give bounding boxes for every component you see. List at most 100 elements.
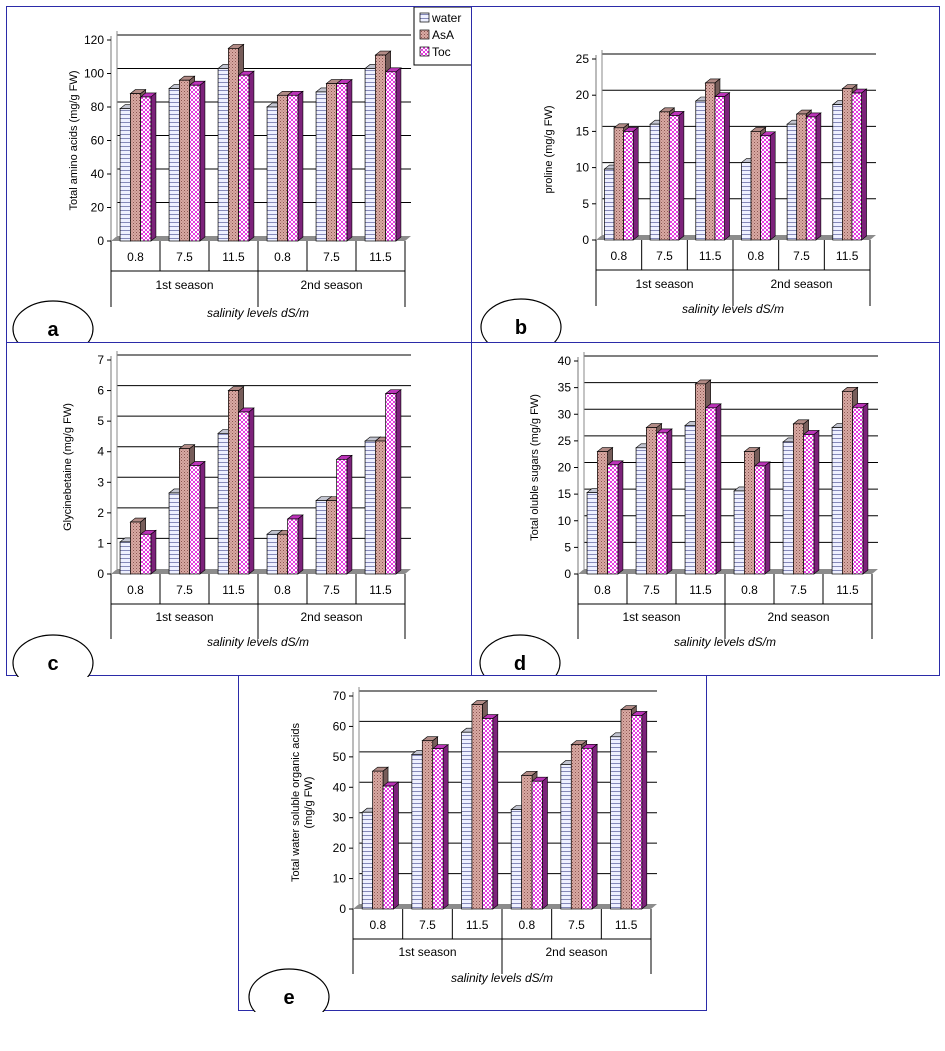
y-tick-label-e-5: 50 [333,750,347,764]
bar-a-toc-3 [286,90,304,242]
y-tick-label-c-5: 5 [97,414,104,428]
y-tick-label-d-3: 15 [558,487,572,501]
x-tick-label-d-4: 7.5 [790,583,807,597]
y-tick-label-e-1: 10 [333,872,347,886]
y-axis-label-c: Glycinebetaine (mg/g FW) [62,403,74,531]
bar-b-toc-3 [759,131,777,241]
y-tick-label-b-5: 25 [576,52,590,66]
y-tick-label-a-4: 80 [91,100,105,114]
y-tick-label-d-6: 30 [558,407,572,421]
bar-d-toc-4 [802,429,820,575]
x-tick-label-b-2: 11.5 [699,249,722,263]
x-tick-label-d-3: 0.8 [741,583,758,597]
legend-swatch-asa [419,29,430,40]
bar-d-toc-1 [655,428,673,575]
y-tick-label-a-1: 20 [91,201,105,215]
bar-b-toc-4 [805,112,822,241]
bar-e-toc-2 [481,713,499,910]
y-axis-label-line2-e: (mg/g FW) [303,777,315,829]
panel-letter-a: a [47,319,59,341]
bar-c-toc-1 [188,460,206,575]
x-tick-label-b-5: 11.5 [836,249,859,263]
x-tick-label-a-1: 7.5 [176,250,193,264]
legend-swatch-water [419,12,430,23]
bar-b-toc-2 [714,92,731,241]
bar-a-toc-1 [188,80,206,242]
bar-c-toc-5 [384,389,402,575]
bar-e-toc-5 [630,710,648,910]
panel-a: 0 20 40 60 80 100 120 Total amino acids (mg/g F… [6,6,473,344]
y-tick-label-d-2: 10 [558,514,572,528]
y-tick-label-c-4: 4 [97,445,104,459]
x-tick-label-b-1: 7.5 [656,249,673,263]
y-axis-label-d: Total oluble sugars (mg/g FW) [529,394,541,541]
x-axis-label-d: salinity levels dS/m [674,635,776,649]
x-tick-label-c-3: 0.8 [274,583,291,597]
y-tick-label-c-1: 1 [97,536,104,550]
group-label-c-0: 1st season [155,610,213,624]
x-tick-label-a-4: 7.5 [323,250,340,264]
legend-label-water: water [431,11,461,25]
y-tick-label-b-3: 15 [576,124,590,138]
x-tick-label-b-0: 0.8 [610,249,627,263]
bar-b-toc-0 [622,126,640,241]
y-tick-label-d-5: 25 [558,434,572,448]
y-tick-label-e-3: 30 [333,811,347,825]
x-axis-label-e: salinity levels dS/m [451,971,553,985]
group-label-c-1: 2nd season [300,610,362,624]
x-tick-label-c-1: 7.5 [176,583,193,597]
y-tick-label-d-0: 0 [564,567,571,581]
x-tick-label-a-2: 11.5 [222,250,245,264]
x-tick-label-d-0: 0.8 [594,583,611,597]
y-tick-label-e-6: 60 [333,719,347,733]
bar-e-toc-3 [531,776,549,910]
y-tick-label-c-3: 3 [97,475,104,489]
legend-label-toc: Toc [432,45,451,59]
panel-b: 0 5 10 15 20 25 proline (mg/g FW) 0.8 7.5 11.5 0.8… [471,6,940,344]
y-axis-label-a: Total amino acids (mg/g FW) [68,71,80,211]
bar-b-toc-1 [668,110,685,241]
x-tick-label-e-2: 11.5 [466,918,489,932]
x-tick-label-b-4: 7.5 [793,249,810,263]
y-tick-label-b-0: 0 [582,233,589,247]
legend-swatch-toc [419,46,430,57]
panel-d: 0 5 10 15 20 25 30 35 40 Total oluble sugars (mg/… [471,342,940,677]
chart-a: 0 20 40 60 80 100 120 Total amino acids (mg/g F… [12,7,473,344]
bar-c-toc-2 [237,407,255,575]
x-tick-label-e-0: 0.8 [369,918,386,932]
x-axis-label-c: salinity levels dS/m [207,635,309,649]
bar-a-toc-0 [139,92,157,242]
group-label-b-1: 2nd season [770,277,832,291]
panel-letter-b: b [515,317,527,339]
bar-e-toc-1 [431,744,450,910]
bar-c-toc-4 [335,454,353,575]
y-tick-label-e-2: 20 [333,841,347,855]
chart-b: 0 5 10 15 20 25 proline (mg/g FW) 0.8 7.5 11.5 0.8… [480,50,876,344]
x-tick-label-b-3: 0.8 [747,249,764,263]
y-tick-label-a-0: 0 [97,234,104,248]
panel-letter-ellipse-c [12,634,94,677]
bar-b-toc-5 [851,88,868,241]
bar-d-toc-3 [753,461,771,575]
bar-a-toc-5 [384,67,402,242]
chart-e: 0 10 20 30 40 50 60 70 Total water soluble organ… [248,687,657,1012]
chart-c: 0 1 2 3 4 5 6 7 Glycinebetaine (mg/g FW) 0.8 7.5 11… [12,351,411,677]
y-tick-label-a-2: 40 [91,167,105,181]
y-tick-label-a-6: 120 [84,33,104,47]
x-tick-label-a-3: 0.8 [274,250,291,264]
bar-c-toc-0 [139,529,157,575]
x-tick-label-d-1: 7.5 [643,583,660,597]
panel-letter-d: d [514,653,526,675]
y-tick-label-c-6: 6 [97,384,104,398]
y-axis-label-line1-e: Total water soluble organic acids [290,723,302,882]
x-tick-label-e-4: 7.5 [568,918,585,932]
y-tick-label-a-5: 100 [84,67,104,81]
x-axis-label-a: salinity levels dS/m [207,306,309,320]
x-tick-label-c-4: 7.5 [323,583,340,597]
y-axis-label-e: Total water soluble organic acids(mg/g F… [290,723,315,882]
group-label-d-0: 1st season [622,610,680,624]
x-axis-label-b: salinity levels dS/m [682,302,784,316]
bar-c-toc-3 [286,514,304,575]
panel-letter-ellipse-b [480,298,562,344]
bar-e-toc-4 [580,743,599,910]
